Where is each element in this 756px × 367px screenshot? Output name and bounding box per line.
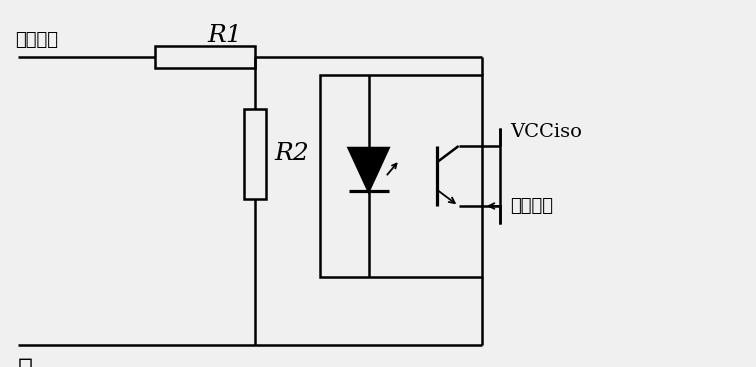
- Bar: [155, 46, 255, 68]
- Bar: [320, 75, 482, 277]
- Text: 地: 地: [18, 357, 33, 367]
- Text: 输入信号: 输入信号: [15, 31, 58, 49]
- Text: R1: R1: [208, 24, 243, 47]
- Polygon shape: [349, 148, 389, 192]
- Bar: [244, 109, 266, 199]
- Text: 输出信号: 输出信号: [510, 197, 553, 215]
- Text: R2: R2: [274, 142, 308, 166]
- Text: VCCiso: VCCiso: [510, 123, 582, 141]
